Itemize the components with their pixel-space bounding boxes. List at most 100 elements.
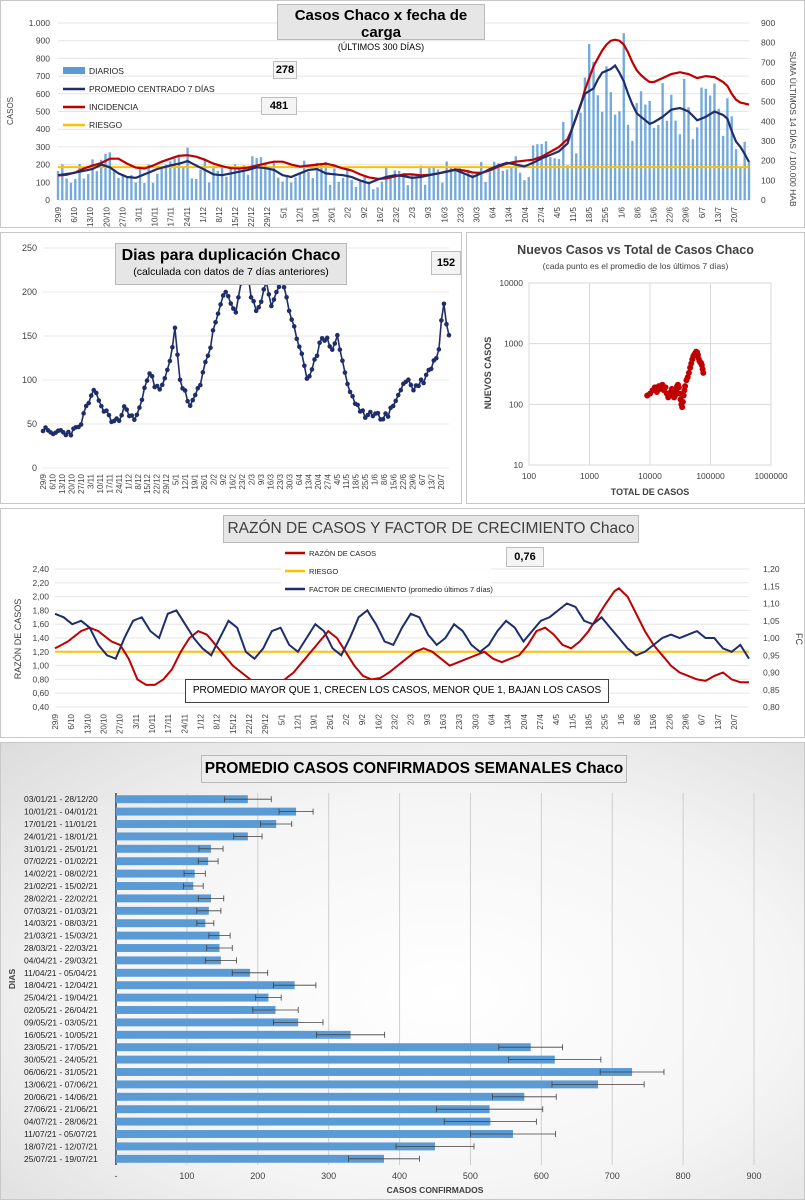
- duplicacion-x-tick: 6/10: [48, 473, 57, 489]
- semanal-bar: [116, 795, 248, 804]
- duplicacion-y-tick: 0: [32, 463, 37, 473]
- duplicacion-point: [408, 382, 414, 388]
- casos-daily-bar: [233, 164, 237, 200]
- casos-daily-bar: [272, 162, 276, 200]
- casos-legend-label: PROMEDIO CENTRADO 7 DÍAS: [89, 84, 215, 94]
- semanal-category-label: 13/06/21 - 07/06/21: [24, 1079, 98, 1089]
- razon-x-tick: 10/11: [148, 713, 157, 733]
- razon-x-tick: 3/11: [132, 713, 141, 729]
- casos-daily-bar: [683, 78, 686, 200]
- casos-daily-bar: [536, 144, 539, 200]
- duplicacion-point: [159, 382, 165, 388]
- casos-x-tick: 16/3: [440, 206, 449, 222]
- razon-annotation: PROMEDIO MAYOR QUE 1, CRECEN LOS CASOS, …: [185, 679, 609, 703]
- duplicacion-point: [93, 390, 99, 396]
- razon-x-tick: 1/12: [197, 713, 206, 729]
- casos-daily-bar: [562, 121, 565, 200]
- casos-daily-bar: [505, 169, 509, 200]
- casos-x-tick: 27/4: [537, 206, 546, 222]
- semanal-category-label: 30/05/21 - 24/05/21: [24, 1055, 98, 1065]
- casos-value-label-2: 481: [261, 97, 297, 115]
- duplicacion-x-tick: 16/2: [229, 473, 238, 489]
- casos-daily-bar: [130, 175, 133, 200]
- duplicacion-x-tick: 22/12: [153, 473, 162, 494]
- duplicacion-point: [335, 332, 340, 338]
- casos-daily-bar: [125, 177, 129, 200]
- casos-daily-bar: [207, 182, 211, 200]
- casos-daily-bar: [458, 166, 461, 200]
- duplicacion-x-tick: 23/2: [238, 473, 247, 489]
- casos-daily-bar: [609, 92, 612, 200]
- semanal-x-tick: 300: [321, 1171, 336, 1181]
- nuevos-chart-panel: 100 1000 10000 100000 1000000 10 100 1000 10000 T…: [466, 232, 805, 504]
- casos-y-axis-label: CASOS: [6, 97, 15, 125]
- duplicacion-point: [134, 412, 140, 418]
- casos-legend-swatch: [63, 67, 85, 74]
- duplicacion-point: [88, 393, 94, 398]
- casos-daily-bar: [480, 161, 483, 200]
- duplicacion-point: [200, 370, 206, 375]
- razon-x-tick: 16/2: [374, 713, 383, 729]
- casos-daily-bar: [449, 166, 453, 200]
- razon-casos-line: [54, 587, 749, 686]
- casos-x-tick: 9/3: [424, 206, 433, 218]
- casos-y-tick: 400: [36, 124, 50, 134]
- casos-daily-bar: [613, 114, 617, 200]
- casos-y-tick: 0: [45, 195, 50, 205]
- casos-daily-bar: [747, 161, 751, 200]
- duplicacion-point: [154, 383, 160, 389]
- casos-daily-bar: [717, 108, 720, 200]
- semanal-bar: [116, 882, 194, 890]
- casos-x-tick: 6/4: [489, 206, 498, 218]
- duplicacion-point: [395, 392, 401, 398]
- duplicacion-x-tick: 22/6: [399, 473, 408, 489]
- casos-daily-bar: [467, 169, 470, 200]
- razon-legend-label: FACTOR DE CRECIMIENTO (promedio últimos …: [309, 585, 493, 594]
- razon-x-tick: 6/4: [488, 713, 497, 725]
- razon-x-tick: 23/3: [455, 713, 464, 729]
- casos-daily-bar: [670, 94, 673, 200]
- duplicacion-point: [203, 359, 208, 365]
- casos-x-tick: 22/12: [247, 206, 256, 227]
- razon-chart-title: RAZÓN DE CASOS Y FACTOR DE CRECIMIENTO C…: [227, 520, 635, 537]
- casos-daily-bar: [544, 141, 548, 200]
- duplicacion-x-tick: 13/7: [428, 473, 437, 489]
- semanal-category-label: 25/04/21 - 19/04/21: [24, 993, 98, 1003]
- semanal-bar: [116, 857, 209, 866]
- casos-x-tick: 29/12: [263, 206, 272, 227]
- casos-daily-bar: [553, 158, 556, 200]
- casos-daily-bar: [661, 83, 664, 200]
- nuevos-x-tick: 100000: [696, 471, 725, 481]
- razon-y2-tick: 1,00: [763, 633, 780, 643]
- semanal-category-label: 11/04/21 - 05/04/21: [24, 968, 97, 978]
- semanal-category-label: 02/05/21 - 26/04/21: [24, 1005, 98, 1015]
- razon-chart-title-box: RAZÓN DE CASOS Y FACTOR DE CRECIMIENTO C…: [223, 515, 639, 543]
- casos-daily-bar: [216, 170, 219, 200]
- duplicacion-point: [225, 293, 231, 299]
- duplicacion-x-tick: 20/10: [67, 473, 76, 494]
- casos-daily-bar: [315, 162, 319, 200]
- semanal-bar: [116, 1130, 513, 1138]
- casos-x-tick: 20/4: [521, 206, 530, 222]
- casos-daily-bar: [225, 176, 228, 200]
- duplicacion-chart-subtitle: (calculada con datos de 7 días anteriore…: [133, 266, 329, 278]
- casos-daily-bar: [61, 164, 64, 200]
- duplicacion-point: [162, 375, 168, 381]
- casos-daily-bar: [588, 44, 591, 201]
- semanal-chart-title-box: PROMEDIO CASOS CONFIRMADOS SEMANALES Cha…: [201, 755, 627, 783]
- casos-daily-bar: [290, 182, 293, 200]
- razon-y2-tick: 1,05: [763, 616, 780, 626]
- duplicacion-x-tick: 17/11: [105, 473, 114, 493]
- duplicacion-point: [220, 293, 226, 298]
- razon-chart-panel: 0,40 0,60 0,80 1,00 1,20 1,40 1,60 1,80 2,00 2,20…: [0, 508, 805, 738]
- duplicacion-point: [261, 287, 267, 292]
- duplicacion-point: [106, 412, 112, 418]
- duplicacion-point: [312, 357, 317, 362]
- razon-legend-bg: [281, 545, 491, 595]
- duplicacion-point: [195, 385, 201, 391]
- casos-daily-bar: [363, 175, 366, 200]
- casos-daily-bar: [739, 166, 742, 200]
- razon-x-tick: 23/2: [391, 713, 400, 729]
- casos-x-tick: 17/11: [167, 206, 176, 226]
- nuevos-y-tick: 10000: [499, 278, 523, 288]
